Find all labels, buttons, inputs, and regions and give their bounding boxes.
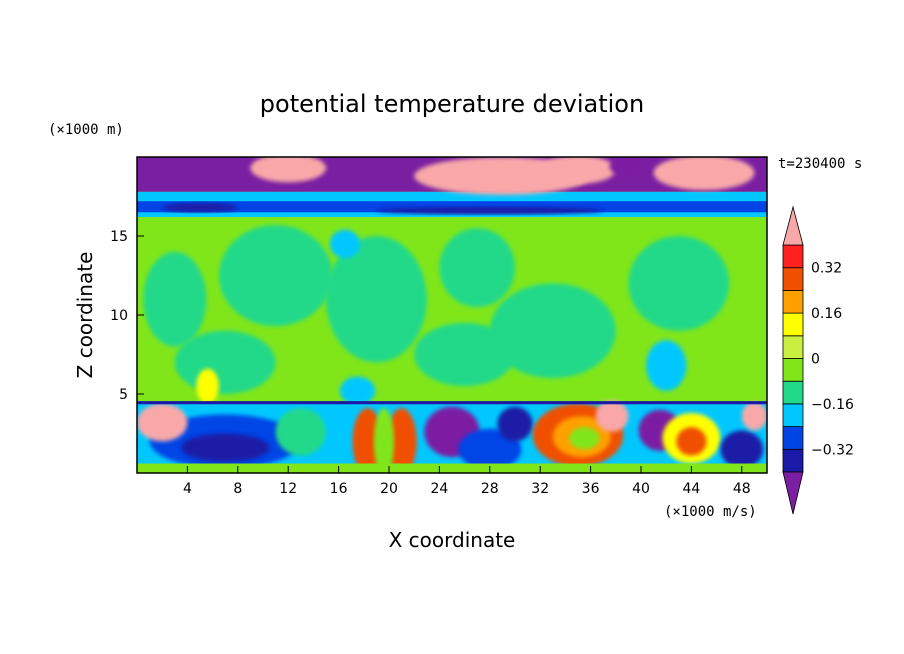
colorbar-bin (782, 289, 804, 314)
y-axis: 5 10 15 (110, 229, 144, 403)
x-tick-label: 36 (582, 481, 600, 497)
colorbar-bin (782, 426, 804, 450)
cyan-blob (339, 376, 376, 406)
x-tick-label: 4 (183, 481, 192, 497)
chart-title: potential temperature deviation (260, 90, 644, 118)
colorbar-label: 0.16 (811, 306, 842, 322)
pink-cell (595, 400, 629, 432)
x-tick-label: 32 (531, 481, 549, 497)
colorbar-bin (782, 448, 804, 473)
colorbar-label: −0.32 (811, 442, 854, 458)
tropopause-dark (162, 202, 238, 213)
green-cell (275, 408, 326, 456)
colorbar-bin (782, 267, 804, 291)
x-tick-label: 44 (682, 481, 700, 497)
cool-patch (326, 236, 427, 363)
colorbar-bin (782, 380, 804, 405)
colorbar-bin (782, 358, 804, 382)
pink-region (653, 157, 755, 191)
x-axis-label: X coordinate (389, 528, 516, 552)
purple-spot (609, 157, 648, 176)
warm-spot (196, 368, 219, 404)
y-tick-label: 15 (110, 229, 128, 245)
red-core (676, 427, 707, 456)
colorbar-bin (782, 335, 804, 359)
y-tick-label: 10 (110, 308, 128, 324)
bl-top-stripe (137, 401, 767, 405)
x-tick-label: 16 (330, 481, 348, 497)
x-tick-label: 48 (733, 481, 751, 497)
colorbar-label: 0 (811, 352, 820, 368)
cyan-blob (329, 229, 361, 259)
colorbar-extend-high (782, 205, 804, 246)
x-axis: 4 8 12 16 20 24 28 32 36 40 44 48 (183, 466, 751, 497)
green-core (569, 427, 600, 450)
cool-patch (439, 228, 515, 308)
x-tick-label: 8 (233, 481, 242, 497)
cool-patch (414, 322, 515, 387)
tropopause-dark (376, 206, 604, 215)
colorbar-extend-low (782, 471, 804, 515)
cool-patch (143, 251, 207, 347)
y-unit-label: (×1000 m) (48, 122, 124, 138)
bottom-green (137, 463, 767, 473)
colorbar-label: 0.32 (811, 261, 842, 277)
x-tick-label: 28 (481, 481, 499, 497)
cool-patch (218, 224, 333, 327)
cool-patch (628, 236, 730, 331)
pink-region (250, 157, 326, 183)
pink-region (540, 157, 616, 184)
colorbar: 0.32 0.16 0 −0.16 −0.32 (782, 205, 854, 515)
time-label: t=230400 s (778, 156, 862, 172)
green-streak (373, 408, 395, 473)
plot-area (137, 157, 767, 473)
y-tick-label: 5 (119, 387, 128, 403)
red-streak (386, 408, 417, 473)
contour-field (137, 157, 767, 473)
cyan-blob (646, 340, 687, 391)
x-tick-label: 12 (279, 481, 297, 497)
colorbar-label: −0.16 (811, 397, 854, 413)
y-axis-label: Z coordinate (73, 252, 97, 379)
colorbar-bin (782, 244, 804, 269)
tropopause-core (137, 201, 767, 213)
navy-cell (497, 406, 533, 442)
colorbar-bin (782, 403, 804, 427)
pink-cell (741, 401, 767, 431)
navy-cell (181, 433, 270, 462)
blue-cell (458, 428, 522, 470)
colorbar-bin (782, 312, 804, 337)
x-tick-label: 24 (430, 481, 448, 497)
x-tick-label: 20 (380, 481, 398, 497)
x-unit-label: (×1000 m/s) (664, 504, 757, 520)
cool-patch (489, 283, 616, 379)
pink-cell (137, 403, 188, 442)
navy-cell (720, 430, 764, 469)
x-tick-label: 40 (632, 481, 650, 497)
